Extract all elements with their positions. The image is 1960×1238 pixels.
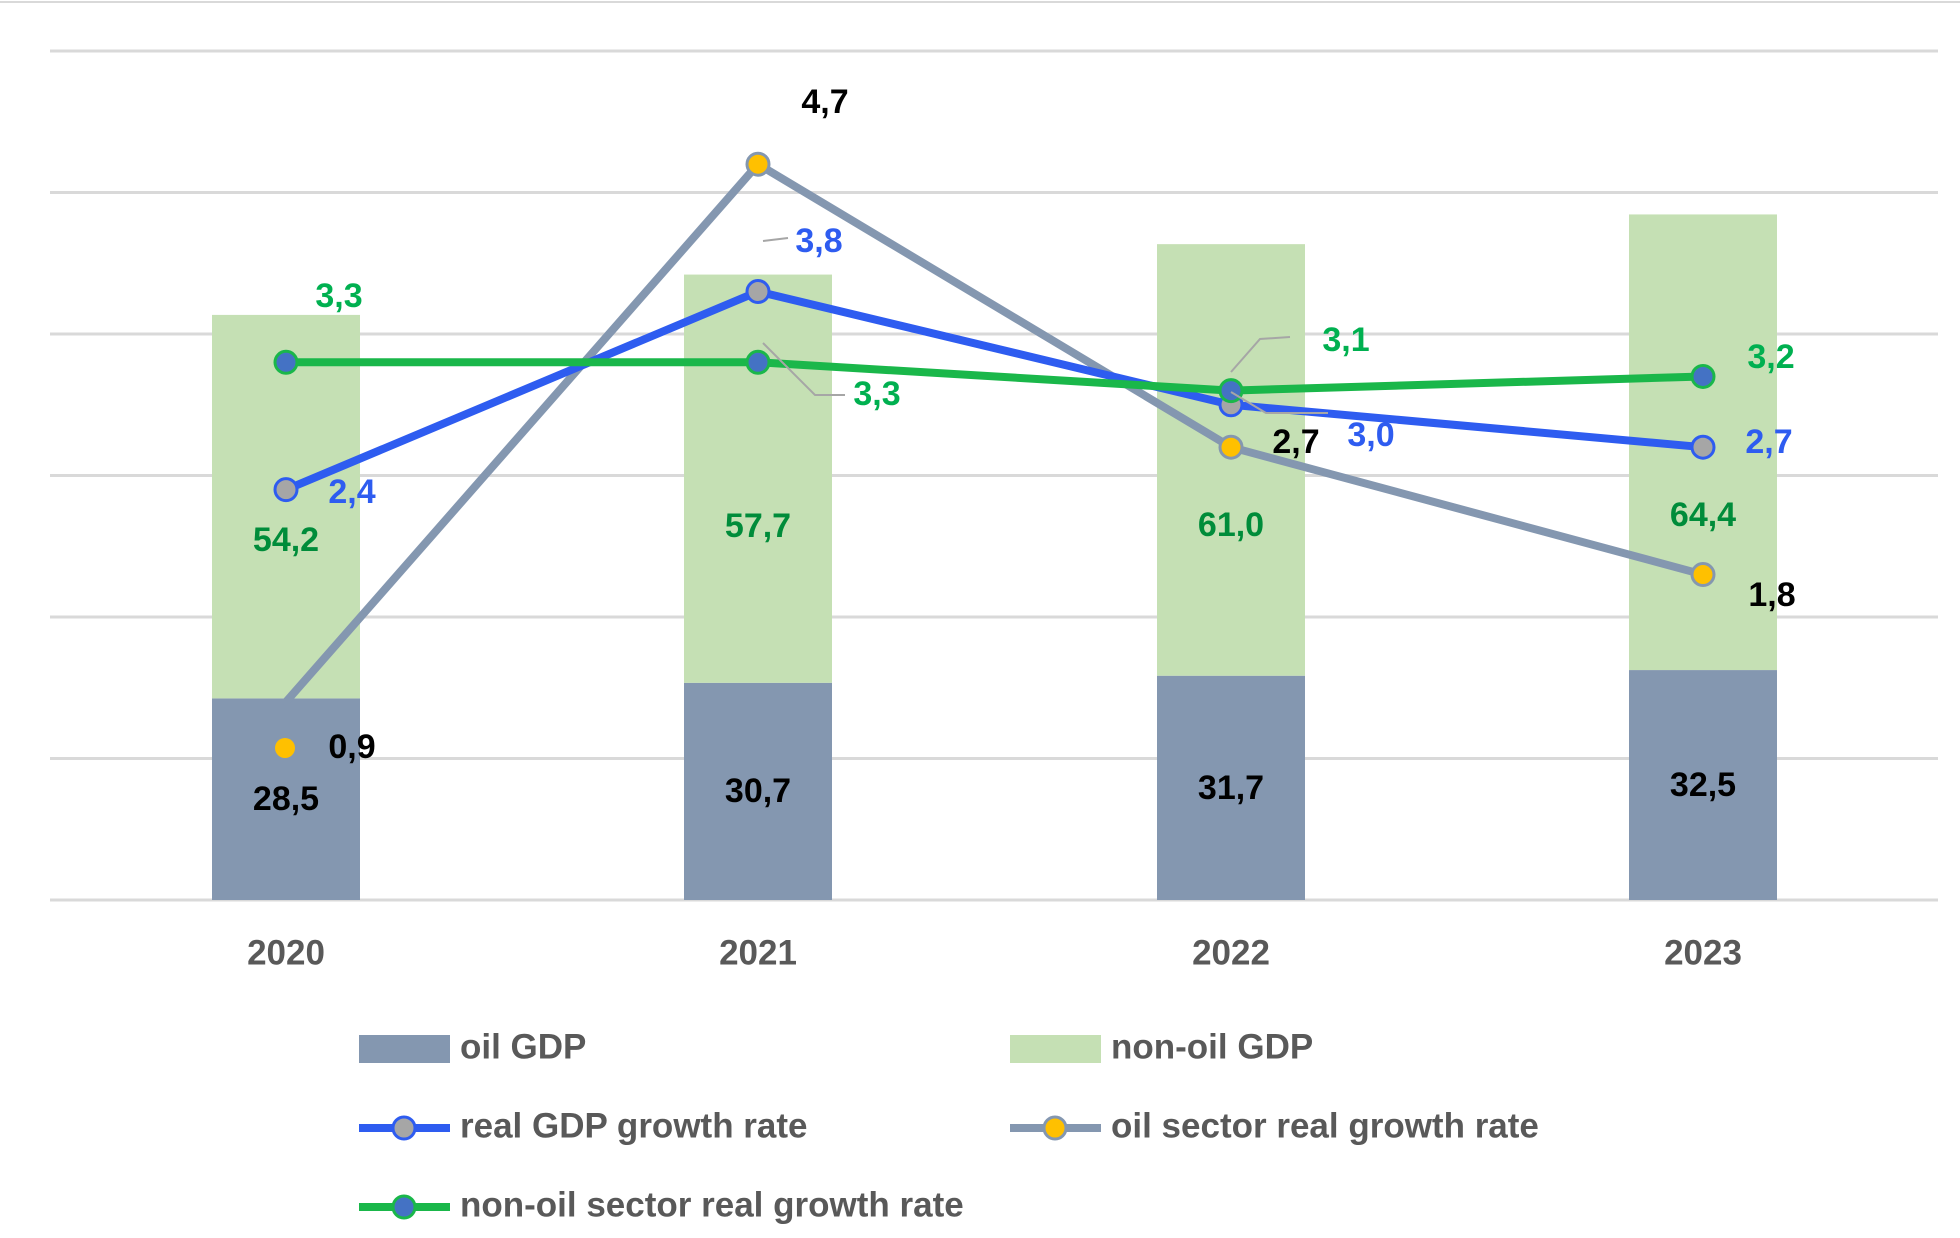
legend-swatch-oil-growth-marker — [1042, 1115, 1068, 1141]
non-oil-sector-growth-point — [273, 349, 299, 375]
oil-gdp-bar — [684, 682, 832, 900]
non-oil-sector-growth-point — [1690, 363, 1716, 389]
non-oil-sector-growth-label: 3,3 — [853, 375, 900, 413]
legend-swatch-real-gdp-marker — [391, 1115, 417, 1141]
legend-label: non-oil GDP — [1111, 1027, 1313, 1066]
oil-sector-growth-label: 4,7 — [801, 83, 848, 121]
leader-line — [762, 342, 845, 396]
x-axis: 2020 2021 2022 2023 — [247, 933, 1742, 972]
x-tick-label: 2023 — [1664, 933, 1742, 972]
oil-sector-growth-point — [745, 151, 771, 177]
oil-gdp-bar — [1157, 675, 1305, 900]
non-oil-sector-growth-label: 3,1 — [1322, 321, 1369, 359]
oil-sector-growth-label: 2,7 — [1272, 423, 1319, 461]
oil-sector-growth-line — [282, 160, 1707, 706]
data-labels: 28,5 54,2 30,7 57,7 31,7 61,0 32,5 64,4 2,4 3,8 3,… — [253, 83, 1796, 818]
legend: oil GDP non-oil GDP real GDP growth rate oi… — [359, 1027, 1539, 1224]
oil-sector-growth-point — [1690, 562, 1716, 588]
non-oil-gdp-value-label: 57,7 — [725, 507, 791, 545]
leader-line — [1230, 391, 1328, 414]
real-gdp-growth-label: 2,4 — [328, 473, 375, 511]
legend-label: real GDP growth rate — [460, 1106, 808, 1145]
legend-swatch-non-oil-gdp — [1010, 1035, 1101, 1063]
non-oil-sector-growth-label: 3,3 — [315, 277, 362, 315]
non-oil-sector-growth-point — [1218, 378, 1244, 404]
non-oil-sector-growth-line — [282, 358, 1707, 395]
x-tick-label: 2022 — [1192, 933, 1270, 972]
oil-gdp-value-label: 31,7 — [1198, 769, 1264, 807]
oil-gdp-value-label: 32,5 — [1670, 766, 1736, 804]
oil-sector-growth-point — [1218, 434, 1244, 460]
legend-swatch-oil-gdp — [359, 1035, 450, 1063]
non-oil-gdp-bar — [684, 274, 832, 683]
leader-line — [762, 237, 789, 242]
non-oil-gdp-value-label: 64,4 — [1670, 496, 1736, 534]
real-gdp-growth-label: 2,7 — [1745, 423, 1792, 461]
bars — [212, 214, 1777, 900]
oil-sector-growth-label: 1,8 — [1748, 576, 1795, 614]
legend-label: non-oil sector real growth rate — [460, 1185, 964, 1224]
oil-gdp-bar — [212, 698, 360, 900]
real-gdp-growth-label: 3,8 — [795, 222, 842, 260]
real-gdp-growth-point — [1690, 434, 1716, 460]
x-tick-label: 2020 — [247, 933, 325, 972]
oil-gdp-bar — [1629, 670, 1777, 900]
oil-gdp-value-label: 28,5 — [253, 780, 319, 818]
oil-sector-growth-point — [275, 738, 295, 758]
non-oil-gdp-bar — [212, 314, 360, 699]
non-oil-sector-growth-label: 3,2 — [1747, 338, 1794, 376]
real-gdp-growth-point — [745, 279, 771, 305]
legend-swatch-non-oil-growth-marker — [391, 1194, 417, 1220]
non-oil-sector-growth-point — [745, 349, 771, 375]
legend-label: oil GDP — [460, 1027, 586, 1066]
real-gdp-growth-point — [273, 477, 299, 503]
oil-gdp-value-label: 30,7 — [725, 772, 791, 810]
growth-lines — [273, 151, 1716, 758]
leader-line — [1230, 336, 1291, 373]
real-gdp-growth-line — [282, 287, 1707, 494]
non-oil-gdp-value-label: 54,2 — [253, 521, 319, 559]
legend-label: oil sector real growth rate — [1111, 1106, 1539, 1145]
oil-sector-growth-label: 0,9 — [328, 728, 375, 766]
real-gdp-growth-label: 3,0 — [1347, 416, 1394, 454]
x-tick-label: 2021 — [719, 933, 797, 972]
non-oil-gdp-value-label: 61,0 — [1198, 506, 1264, 544]
